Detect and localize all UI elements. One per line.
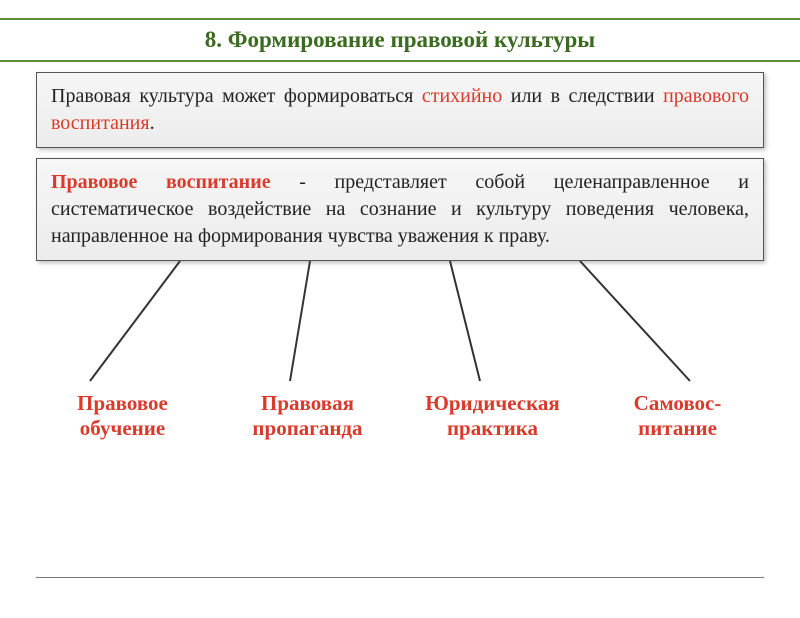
page-title: 8. Формирование правовой культуры bbox=[205, 27, 596, 53]
definition-text-2: Правовое воспитание - представляет собой… bbox=[51, 169, 749, 250]
branch-line2: пропаганда bbox=[252, 416, 362, 440]
title-bar: 8. Формирование правовой культуры bbox=[0, 18, 800, 62]
branch-line2: практика bbox=[447, 416, 538, 440]
seg: . bbox=[150, 112, 155, 134]
branch-line1: Правовое bbox=[77, 391, 168, 415]
branch-line2: питание bbox=[638, 416, 717, 440]
definition-box-1: Правовая культура может формироваться ст… bbox=[36, 72, 764, 148]
branch-lines bbox=[30, 261, 770, 391]
branch-line2: обучение bbox=[80, 416, 165, 440]
bottom-rule bbox=[36, 577, 764, 578]
seg-red-bold: Правовое воспитание bbox=[51, 171, 271, 193]
seg: или в следствии bbox=[502, 85, 663, 107]
branch-line1: Юридическая bbox=[425, 391, 560, 415]
seg-red: стихийно bbox=[422, 85, 502, 107]
branch-line1: Самовос- bbox=[634, 391, 722, 415]
branch-label: Правовое обучение bbox=[30, 391, 215, 441]
branch-line1: Правовая bbox=[261, 391, 354, 415]
branch-label: Правовая пропаганда bbox=[215, 391, 400, 441]
branch-label: Юридическая практика bbox=[400, 391, 585, 441]
definition-box-2: Правовое воспитание - представляет собой… bbox=[36, 158, 764, 261]
branch-labels-row: Правовое обучение Правовая пропаганда Юр… bbox=[30, 391, 770, 441]
definition-text-1: Правовая культура может формироваться ст… bbox=[51, 83, 749, 137]
branch-label: Самовос- питание bbox=[585, 391, 770, 441]
seg: Правовая культура может формироваться bbox=[51, 85, 422, 107]
